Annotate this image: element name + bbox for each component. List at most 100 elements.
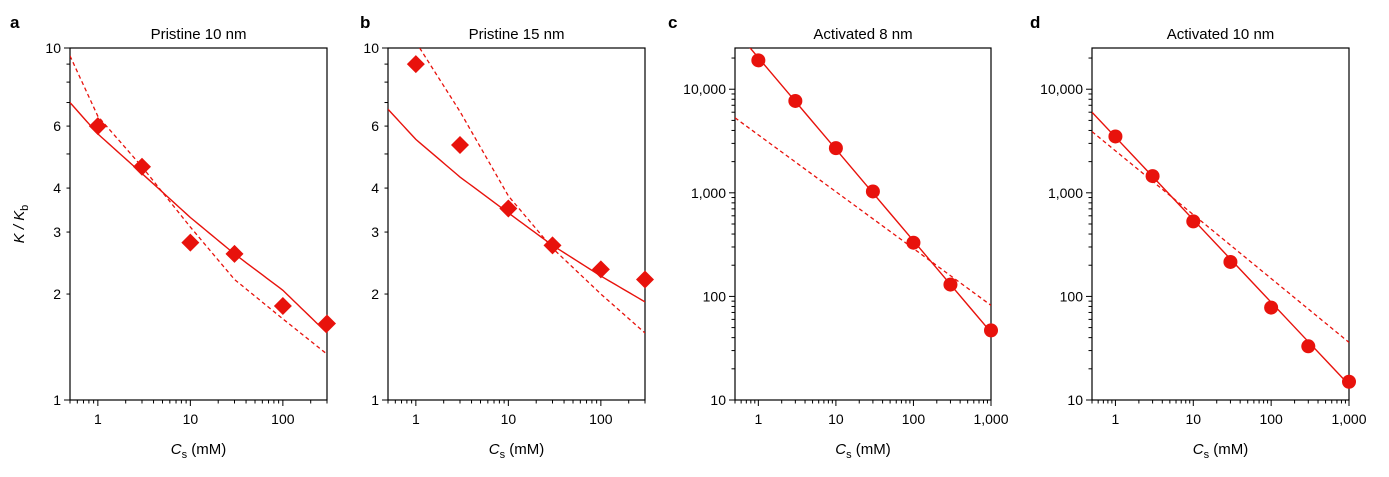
data-point bbox=[788, 93, 803, 108]
plot-frame bbox=[734, 47, 992, 401]
y-tick-label: 10 bbox=[363, 40, 379, 56]
y-axis-label-main: K / K bbox=[11, 210, 28, 244]
y-tick-label: 1 bbox=[53, 392, 61, 408]
y-axis-label: K / Kb bbox=[11, 205, 31, 244]
data-markers bbox=[1108, 129, 1356, 389]
x-axis-label-main: C bbox=[171, 441, 182, 458]
data-markers bbox=[406, 55, 654, 289]
y-tick-label: 4 bbox=[53, 180, 61, 196]
data-point bbox=[1108, 129, 1123, 144]
y-tick-label: 3 bbox=[371, 224, 379, 240]
plot-area bbox=[388, 48, 645, 334]
x-tick-label: 10 bbox=[183, 411, 199, 427]
data-markers bbox=[751, 53, 998, 338]
x-axis-label-unit: (mM) bbox=[505, 441, 544, 458]
y-tick-label: 3 bbox=[53, 224, 61, 240]
y-tick-label: 1,000 bbox=[691, 185, 726, 201]
x-axis-label-unit: (mM) bbox=[852, 441, 891, 458]
y-tick-label: 10,000 bbox=[683, 81, 726, 97]
y-tick-label: 100 bbox=[703, 288, 727, 304]
data-point bbox=[636, 270, 654, 289]
data-point bbox=[132, 157, 151, 176]
dashed-fit-line bbox=[735, 117, 991, 306]
x-tick-label: 10 bbox=[501, 411, 517, 427]
data-point bbox=[1264, 300, 1279, 315]
y-tick-label: 10 bbox=[45, 40, 61, 56]
data-point bbox=[906, 235, 921, 250]
x-tick-label: 100 bbox=[589, 411, 613, 427]
data-point bbox=[1342, 374, 1356, 389]
x-tick-label: 1,000 bbox=[1331, 411, 1366, 427]
data-point bbox=[828, 141, 843, 156]
dashed-fit-line bbox=[419, 48, 645, 334]
y-tick-label: 10,000 bbox=[1040, 81, 1083, 97]
y-tick-label: 100 bbox=[1060, 288, 1084, 304]
y-tick-label: 2 bbox=[371, 286, 379, 302]
data-point bbox=[751, 53, 766, 68]
panel-letter: d bbox=[1030, 13, 1040, 32]
x-axis-label-main: C bbox=[489, 441, 500, 458]
x-axis-label-unit: (mM) bbox=[1209, 441, 1248, 458]
x-tick-label: 100 bbox=[271, 411, 295, 427]
data-point bbox=[88, 117, 107, 136]
panel-letter: b bbox=[360, 13, 370, 32]
data-point bbox=[181, 233, 200, 252]
x-tick-label: 1,000 bbox=[973, 411, 1008, 427]
data-point bbox=[273, 296, 292, 315]
y-tick-label: 2 bbox=[53, 286, 61, 302]
data-point bbox=[318, 314, 336, 333]
panel-title: Activated 10 nm bbox=[1167, 26, 1275, 43]
x-tick-label: 100 bbox=[1259, 411, 1283, 427]
y-tick-label: 1 bbox=[371, 392, 379, 408]
y-tick-label: 10 bbox=[710, 392, 726, 408]
data-point bbox=[499, 199, 518, 218]
y-axis-label-sub: b bbox=[19, 205, 31, 211]
x-axis-label-unit: (mM) bbox=[187, 441, 226, 458]
x-axis-label: Cs (mM) bbox=[1193, 441, 1249, 461]
data-point bbox=[1186, 214, 1201, 229]
plot-frame bbox=[69, 47, 328, 401]
panel-title: Pristine 15 nm bbox=[469, 26, 565, 43]
data-point bbox=[865, 184, 880, 199]
x-tick-label: 1 bbox=[1112, 411, 1120, 427]
x-tick-label: 100 bbox=[902, 411, 926, 427]
x-tick-label: 10 bbox=[1186, 411, 1202, 427]
x-axis-label: Cs (mM) bbox=[489, 441, 545, 461]
dashed-fit-line bbox=[1092, 131, 1349, 343]
x-axis-label-main: C bbox=[835, 441, 846, 458]
plot-area bbox=[70, 55, 327, 355]
x-axis-label: Cs (mM) bbox=[835, 441, 891, 461]
x-axis-label-sub: s bbox=[182, 449, 188, 461]
data-markers bbox=[88, 117, 336, 333]
x-tick-label: 10 bbox=[828, 411, 844, 427]
x-tick-label: 1 bbox=[754, 411, 762, 427]
data-point bbox=[591, 260, 610, 279]
x-tick-label: 1 bbox=[412, 411, 420, 427]
panel-letter: a bbox=[10, 13, 20, 32]
solid-fit-line bbox=[1092, 111, 1349, 386]
data-point bbox=[406, 55, 425, 74]
y-tick-label: 10 bbox=[1067, 392, 1083, 408]
data-point bbox=[225, 244, 244, 263]
panel-d: d Activated 10 nm 1 10 100 1,000 10 100 1,000 10,… bbox=[1030, 13, 1367, 461]
plot-frame bbox=[387, 47, 646, 401]
y-tick-label: 6 bbox=[371, 118, 379, 134]
solid-fit-line bbox=[70, 102, 327, 334]
x-axis-label-sub: s bbox=[1204, 449, 1210, 461]
data-point bbox=[450, 136, 469, 155]
y-tick-label: 6 bbox=[53, 118, 61, 134]
dashed-fit-line bbox=[70, 55, 327, 355]
x-axis-label-main: C bbox=[1193, 441, 1204, 458]
x-axis-label: Cs (mM) bbox=[171, 441, 227, 461]
y-tick-label: 4 bbox=[371, 180, 379, 196]
panel-letter: c bbox=[668, 13, 677, 32]
x-tick-label: 1 bbox=[94, 411, 102, 427]
panel-title: Pristine 10 nm bbox=[151, 26, 247, 43]
x-axis-label-sub: s bbox=[500, 449, 506, 461]
x-axis-label-sub: s bbox=[846, 449, 852, 461]
plot-area bbox=[1092, 111, 1349, 386]
data-point bbox=[1223, 254, 1238, 269]
